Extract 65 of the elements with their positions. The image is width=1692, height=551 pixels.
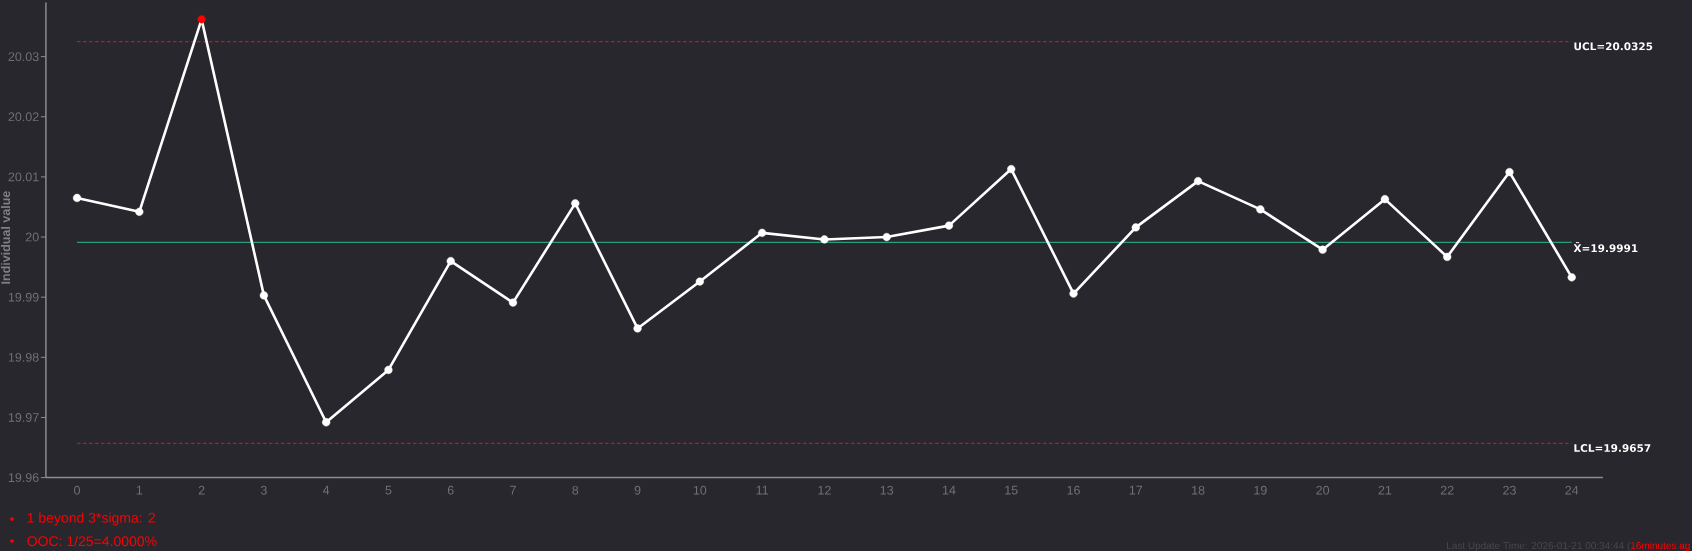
x-tick-label: 21: [1378, 485, 1392, 495]
x-tick-label: 23: [1503, 485, 1516, 495]
point: [1131, 223, 1140, 232]
point: [259, 291, 268, 300]
point: [820, 235, 829, 244]
point: [695, 277, 704, 286]
x-tick-label: 13: [880, 485, 894, 495]
x-tick-label: 24: [1565, 485, 1579, 495]
point: [1256, 205, 1265, 214]
text: 1 beyond 3*sigma: 2: [27, 512, 155, 526]
x-tick-label: 17: [1129, 485, 1143, 495]
point: [1007, 164, 1016, 174]
x-tick-label: 6: [447, 485, 454, 495]
x-tick-label: 18: [1192, 485, 1205, 495]
point: [944, 221, 954, 230]
point: [758, 228, 767, 237]
x-tick-label: 1: [136, 485, 143, 495]
x-tick-label: 14: [942, 485, 956, 495]
point: [322, 418, 331, 427]
y-tick-label: 19.99: [8, 292, 39, 302]
y-axis-title: Individual value: [0, 191, 11, 284]
ref-line-label: LCL=19.9657: [1574, 444, 1651, 452]
y-tick-label: 20: [25, 232, 39, 242]
ref-line-label: X̄=19.9991: [1573, 242, 1638, 253]
point: [135, 207, 144, 216]
x-tick-label: 12: [818, 485, 831, 495]
ref-line-label: UCL=20.0325: [1574, 42, 1653, 51]
y-tick-label: 19.98: [8, 352, 39, 362]
x-tick-label: 11: [756, 485, 768, 495]
point: [633, 324, 642, 333]
point: [446, 257, 455, 266]
point: [882, 232, 891, 242]
y-tick-label: 20.01: [8, 172, 39, 182]
x-tick-label: 15: [1005, 485, 1018, 495]
y-tick-label: 19.96: [8, 473, 39, 483]
x-tick-label: 19: [1254, 485, 1267, 495]
point: [571, 199, 580, 208]
point: [1505, 167, 1514, 177]
text: 16minutes ag: [1631, 541, 1690, 551]
point: [1193, 177, 1203, 186]
x-tick-label: 0: [74, 485, 81, 495]
x-tick-label: 20: [1316, 485, 1330, 495]
point: [1069, 289, 1078, 298]
y-tick-label: 20.02: [8, 112, 39, 122]
point: [508, 298, 518, 307]
point: [384, 365, 393, 375]
point: [197, 15, 206, 24]
text: OOC: 1/25=4.0000%: [27, 535, 157, 547]
point: [1318, 245, 1327, 254]
point: [1567, 273, 1576, 282]
y-tick-label: 19.97: [8, 413, 39, 422]
x-tick-label: 5: [385, 485, 392, 495]
point: [72, 193, 82, 203]
x-tick-label: 16: [1067, 485, 1080, 495]
x-tick-label: 2: [198, 485, 205, 495]
x-tick-label: 10: [693, 485, 707, 495]
x-tick-label: 8: [572, 485, 579, 495]
y-tick-label: 20.03: [8, 52, 39, 62]
point: [1443, 252, 1452, 261]
point: [1380, 195, 1390, 204]
x-tick-label: 3: [260, 485, 267, 495]
x-tick-label: 22: [1440, 485, 1454, 495]
x-tick-label: 4: [322, 485, 330, 495]
x-tick-label: 9: [634, 485, 641, 495]
x-tick-label: 7: [510, 485, 516, 495]
